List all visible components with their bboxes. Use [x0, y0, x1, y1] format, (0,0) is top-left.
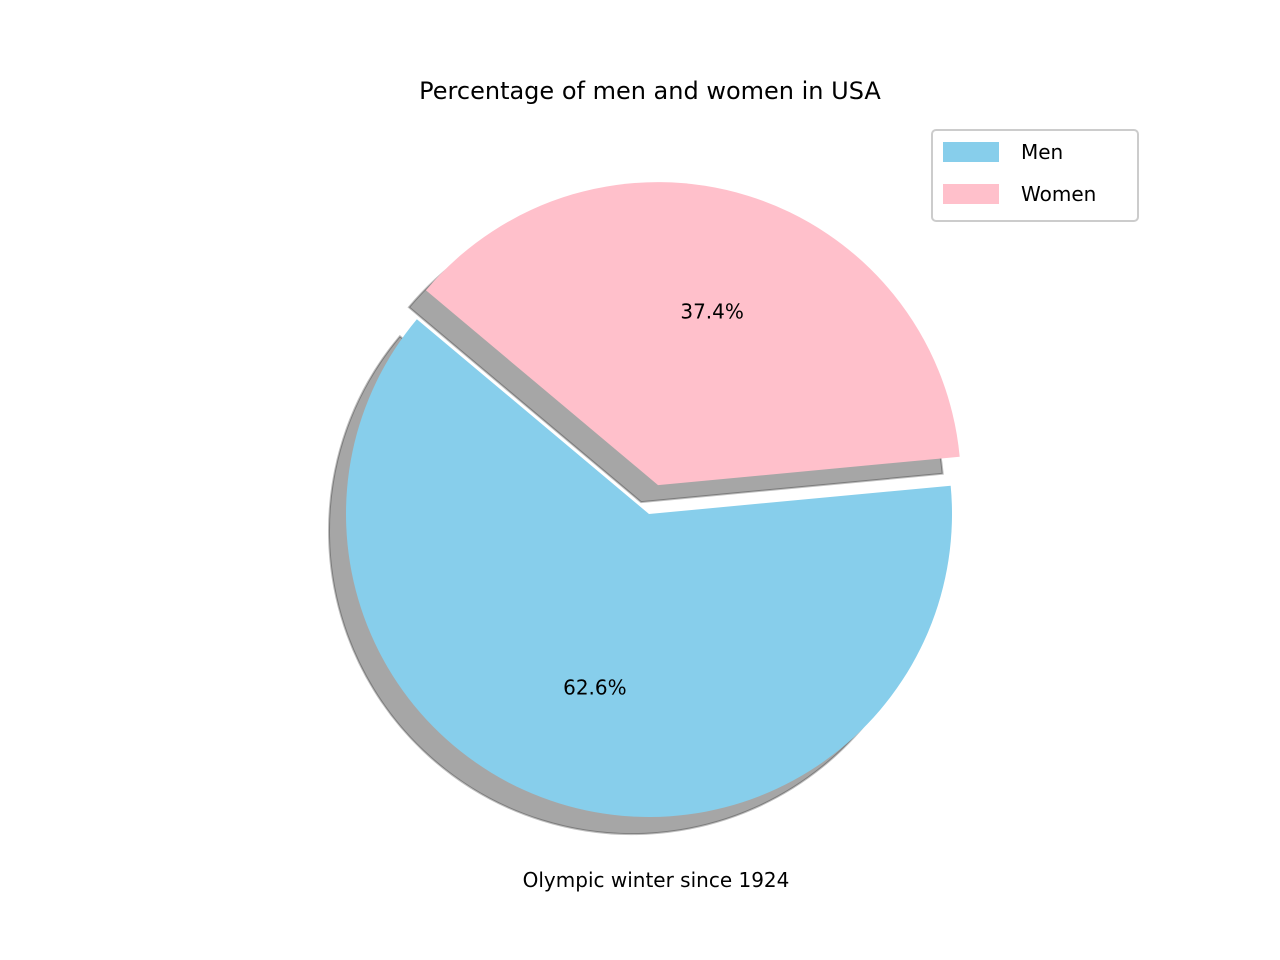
chart-title: Percentage of men and women in USA: [419, 77, 881, 105]
legend-label-men: Men: [1021, 140, 1063, 164]
legend-label-women: Women: [1021, 182, 1096, 206]
legend-swatch-men: [943, 142, 999, 162]
pct-label-men: 62.6%: [563, 676, 627, 700]
pct-label-women: 37.4%: [680, 300, 744, 324]
legend-swatch-women: [943, 184, 999, 204]
percentage-labels: 62.6% 37.4%: [563, 300, 744, 700]
pie-slice-women: [425, 182, 960, 486]
x-axis-label: Olympic winter since 1924: [523, 868, 790, 892]
pie-slice-men: [346, 319, 953, 817]
pie-slices: [346, 182, 960, 817]
legend-items: Men Women: [943, 140, 1096, 206]
legend: Men Women: [931, 129, 1139, 222]
